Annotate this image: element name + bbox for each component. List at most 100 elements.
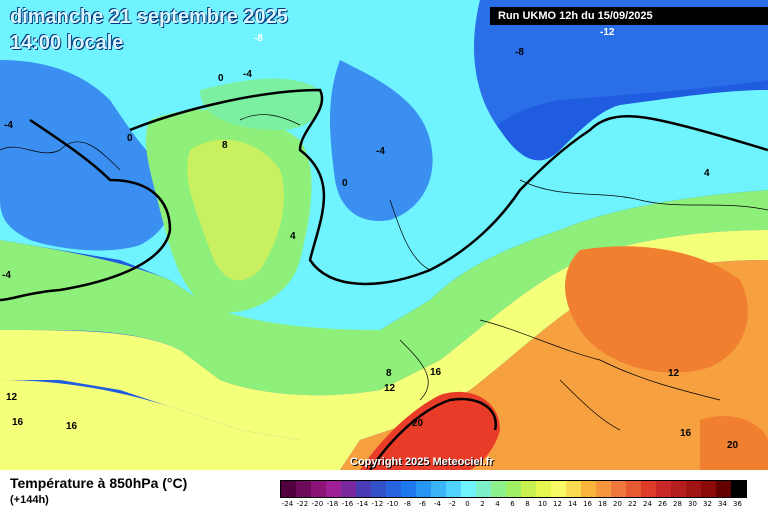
- scale-tick-label: 12: [553, 500, 562, 508]
- scale-swatch: [611, 481, 626, 497]
- contour-label: -12: [600, 27, 615, 38]
- scale-tick-label: 30: [688, 500, 697, 508]
- contour-label: 8: [386, 368, 392, 379]
- contour-label: -8: [14, 10, 23, 21]
- legend-panel: Température à 850hPa (°C) (+144h) -24 -22…: [0, 470, 768, 512]
- scale-swatch: [326, 481, 341, 497]
- contour-label: -4: [4, 120, 13, 131]
- scale-tick-label: -22: [296, 500, 309, 508]
- contour-label: 20: [727, 440, 739, 451]
- contour-label: 20: [412, 418, 424, 429]
- sw-yellow-area: [0, 380, 360, 470]
- scale-swatch: [641, 481, 656, 497]
- scale-swatch: [461, 481, 476, 497]
- scale-tick-label: -8: [404, 500, 411, 508]
- contour-label: 16: [430, 367, 442, 378]
- scale-tick-label: -14: [356, 500, 369, 508]
- scale-tick-label: 18: [598, 500, 607, 508]
- scale-tick-label: 6: [510, 500, 515, 508]
- parameter-title: Température à 850hPa (°C): [10, 475, 188, 491]
- contour-label: 4: [704, 168, 710, 179]
- contour-label: 12: [6, 392, 18, 403]
- contour-label: -4: [376, 146, 385, 157]
- scale-swatch: [581, 481, 596, 497]
- scale-tick-label: 14: [568, 500, 577, 508]
- scale-swatch: [281, 481, 296, 497]
- map-canvas: [0, 0, 768, 470]
- cold-band: [0, 0, 768, 180]
- scale-tick-label: 2: [480, 500, 485, 508]
- contour-label: 16: [66, 421, 78, 432]
- contour-label: -8: [254, 33, 263, 44]
- scale-swatch: [311, 481, 326, 497]
- isotherm-20: [368, 397, 498, 470]
- contour-label: 8: [222, 140, 228, 151]
- scale-tick-label: 34: [718, 500, 727, 508]
- scale-tick-label: 16: [583, 500, 592, 508]
- contour-label: 16: [12, 417, 24, 428]
- scale-tick-label: 0: [465, 500, 470, 508]
- se-hot-area: [700, 416, 768, 470]
- isotherm-0-main: [129, 88, 768, 286]
- scale-swatch: [371, 481, 386, 497]
- contour-label: 0: [218, 73, 224, 84]
- scale-tick-label: -6: [419, 500, 426, 508]
- scale-tick-label: 22: [628, 500, 637, 508]
- contour-label: 4: [290, 231, 296, 242]
- scale-tick-label: -2: [449, 500, 456, 508]
- scale-tick-label: 24: [643, 500, 652, 508]
- scale-tick-label: -4: [434, 500, 441, 508]
- central-europe-hot-area: [565, 246, 748, 373]
- scale-swatch: [521, 481, 536, 497]
- scale-tick-label: 20: [613, 500, 622, 508]
- scale-tick-label: -20: [311, 500, 324, 508]
- contour-label: -8: [515, 47, 524, 58]
- temperature-map: -8 -8 -12 -8 0 -4 -4 0 8 -4 0 4 -4 4 8 12 16 12 16 16 20 12 16…: [0, 0, 768, 470]
- scale-tick-label: -16: [341, 500, 354, 508]
- scale-swatch: [446, 481, 461, 497]
- greenland-cold-area: [0, 60, 174, 251]
- run-info: Run UKMO 12h du 15/09/2025: [490, 7, 768, 25]
- scale-swatch: [566, 481, 581, 497]
- scale-swatch: [716, 481, 731, 497]
- scale-tick-label: -10: [386, 500, 399, 508]
- forecast-date: dimanche 21 septembre 2025: [10, 6, 288, 28]
- coastlines: [0, 114, 768, 431]
- scale-swatch: [656, 481, 671, 497]
- contour-label: 0: [342, 178, 348, 189]
- scale-swatch: [506, 481, 521, 497]
- north-sea-cold-area: [330, 60, 433, 221]
- scale-swatch: [296, 481, 311, 497]
- scale-swatch: [431, 481, 446, 497]
- scale-swatch: [356, 481, 371, 497]
- isotherm-0: [0, 118, 172, 302]
- scale-tick-label: 10: [538, 500, 547, 508]
- copyright: Copyright 2025 Meteociel.fr: [350, 456, 494, 468]
- scale-swatch: [686, 481, 701, 497]
- contour-label: 16: [680, 428, 692, 439]
- scale-swatch: [596, 481, 611, 497]
- scale-tick-label: 28: [673, 500, 682, 508]
- scale-tick-label: 8: [525, 500, 530, 508]
- scale-swatch: [536, 481, 551, 497]
- scale-swatch: [341, 481, 356, 497]
- scale-tick-label: 4: [495, 500, 500, 508]
- forecast-time: 14:00 locale: [10, 32, 124, 54]
- scale-swatch: [416, 481, 431, 497]
- scale-tick-label: 26: [658, 500, 667, 508]
- contour-label: 12: [668, 368, 680, 379]
- scale-swatch: [626, 481, 641, 497]
- contour-label: 12: [384, 383, 396, 394]
- contour-label: -4: [243, 69, 252, 80]
- scale-swatch: [701, 481, 716, 497]
- color-scale-labels: -24 -22 -20 -18 -16 -14 -12 -10 -8 -6 -4 -2 0 2 4 6 8 10 1…: [280, 500, 760, 510]
- scale-swatch: [491, 481, 506, 497]
- mild-green-band: [0, 190, 768, 396]
- scale-swatch: [386, 481, 401, 497]
- contour-label: -4: [2, 270, 11, 281]
- scale-swatch: [476, 481, 491, 497]
- scale-swatch: [671, 481, 686, 497]
- contour-label: 0: [127, 133, 133, 144]
- scale-tick-label: -18: [326, 500, 339, 508]
- scale-swatch: [551, 481, 566, 497]
